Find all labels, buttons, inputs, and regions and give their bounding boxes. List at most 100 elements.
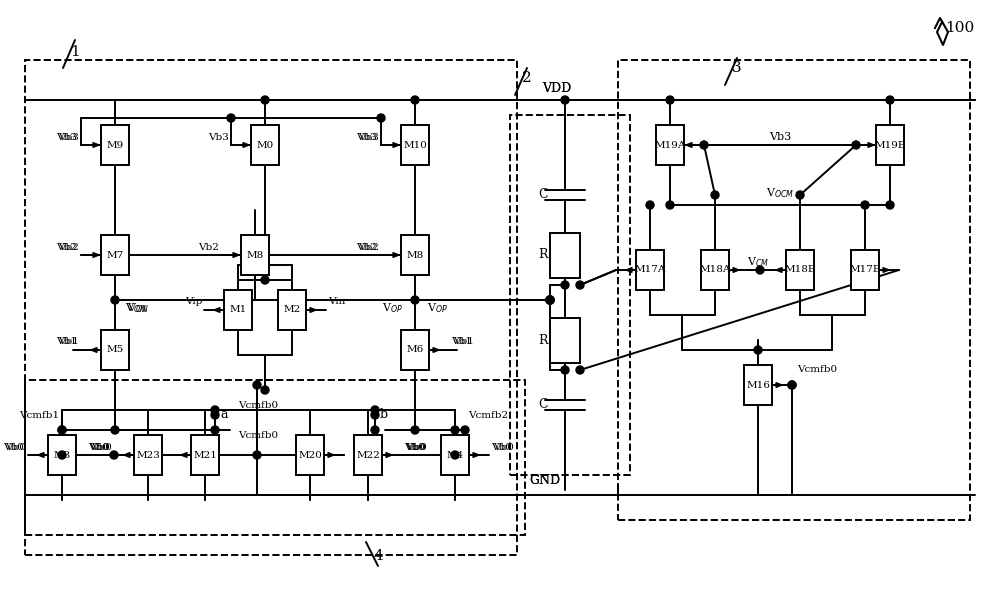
Circle shape [111, 296, 119, 304]
Polygon shape [93, 253, 99, 258]
Text: M8: M8 [406, 250, 424, 259]
Text: Vin: Vin [328, 298, 345, 307]
Text: 2: 2 [522, 71, 532, 85]
Circle shape [666, 96, 674, 104]
Bar [191, 435, 219, 475]
Bar [401, 125, 429, 165]
Circle shape [561, 366, 569, 374]
Text: Vb1: Vb1 [451, 337, 472, 346]
Polygon shape [393, 143, 399, 147]
Circle shape [253, 381, 261, 389]
Polygon shape [328, 453, 334, 458]
Text: Vip: Vip [185, 298, 202, 307]
Bar [25, 60, 517, 555]
Bar [876, 125, 904, 165]
Text: VDD: VDD [542, 81, 572, 95]
Text: V$_{OP}$: V$_{OP}$ [382, 301, 403, 315]
Text: V$_{ON}$: V$_{ON}$ [125, 301, 147, 315]
Bar [744, 365, 772, 405]
Text: Vb2: Vb2 [358, 243, 379, 252]
Circle shape [58, 426, 66, 434]
Text: Vcmfb2: Vcmfb2 [468, 410, 508, 419]
Circle shape [110, 451, 118, 459]
Text: M9: M9 [106, 141, 124, 150]
Circle shape [411, 426, 419, 434]
Text: M7: M7 [106, 250, 124, 259]
Circle shape [411, 296, 419, 304]
Circle shape [788, 381, 796, 389]
Bar [618, 60, 970, 520]
Polygon shape [233, 253, 239, 258]
Circle shape [796, 191, 804, 199]
Text: M20: M20 [298, 450, 322, 459]
Bar [296, 435, 324, 475]
Text: Vb0: Vb0 [89, 443, 110, 452]
Text: Vb3: Vb3 [769, 132, 791, 142]
Polygon shape [38, 453, 44, 458]
Bar [550, 318, 580, 363]
Circle shape [756, 266, 764, 274]
Circle shape [411, 96, 419, 104]
Text: M3: M3 [53, 450, 71, 459]
Text: M8: M8 [246, 250, 264, 259]
Text: b: b [380, 409, 388, 422]
Text: GND: GND [529, 474, 561, 488]
Bar [851, 250, 879, 290]
Bar [134, 435, 162, 475]
Bar [101, 330, 129, 370]
Bar [510, 115, 630, 475]
Text: M1: M1 [229, 305, 247, 314]
Text: Vb0: Vb0 [406, 443, 427, 452]
Bar [636, 250, 664, 290]
Text: GND: GND [529, 474, 561, 488]
Bar [786, 250, 814, 290]
Circle shape [111, 426, 119, 434]
Text: M2: M2 [283, 305, 301, 314]
Circle shape [546, 296, 554, 304]
Circle shape [546, 296, 554, 304]
Polygon shape [883, 268, 889, 273]
Polygon shape [393, 253, 399, 258]
Circle shape [561, 96, 569, 104]
Circle shape [646, 201, 654, 209]
Text: 100: 100 [945, 21, 975, 35]
Text: 3: 3 [732, 61, 742, 75]
Circle shape [461, 426, 469, 434]
Polygon shape [686, 143, 692, 147]
Polygon shape [776, 268, 782, 273]
Text: Vb1: Vb1 [56, 337, 77, 346]
Circle shape [576, 366, 584, 374]
Bar [101, 125, 129, 165]
Circle shape [886, 201, 894, 209]
Text: Vb3: Vb3 [208, 132, 229, 141]
Text: Vb0: Vb0 [3, 443, 24, 452]
Circle shape [58, 426, 66, 434]
Bar [354, 435, 382, 475]
Text: Vb2: Vb2 [56, 243, 77, 252]
Circle shape [227, 114, 235, 122]
Polygon shape [310, 308, 316, 313]
Bar [25, 380, 525, 535]
Text: Vb3: Vb3 [356, 132, 377, 141]
Text: M18A: M18A [699, 265, 731, 274]
Text: M5: M5 [106, 346, 124, 355]
Circle shape [788, 381, 796, 389]
Circle shape [861, 201, 869, 209]
Text: R: R [538, 334, 548, 346]
Text: Vb2: Vb2 [198, 243, 219, 252]
Text: 4: 4 [373, 549, 383, 563]
Text: M19A: M19A [654, 141, 686, 150]
Bar [251, 125, 279, 165]
Bar [401, 330, 429, 370]
Circle shape [576, 281, 584, 289]
Text: M6: M6 [406, 346, 424, 355]
Bar [701, 250, 729, 290]
Circle shape [666, 201, 674, 209]
Text: Vb0: Vb0 [491, 443, 512, 452]
Polygon shape [181, 453, 187, 458]
Circle shape [253, 451, 261, 459]
Text: C: C [538, 398, 548, 412]
Text: V$_{OCM}$: V$_{OCM}$ [766, 186, 794, 200]
Circle shape [211, 426, 219, 434]
Polygon shape [473, 453, 479, 458]
